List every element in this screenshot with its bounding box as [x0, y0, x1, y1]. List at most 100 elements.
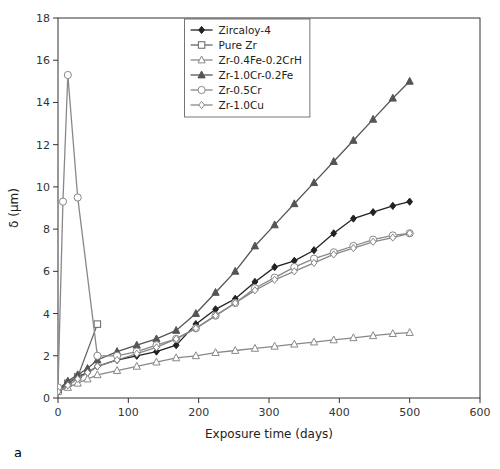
data-point: [173, 354, 180, 361]
y-tick: [53, 186, 58, 187]
x-tick: [128, 398, 129, 403]
data-point: [407, 230, 413, 237]
legend-marker: [198, 71, 205, 78]
data-point: [173, 335, 179, 342]
data-point: [173, 326, 180, 333]
data-point: [58, 388, 61, 395]
data-point: [331, 251, 337, 258]
data-point: [212, 312, 219, 319]
y-tick: [53, 398, 58, 399]
x-tick: [269, 398, 270, 403]
series-line: [58, 81, 410, 389]
data-point: [330, 158, 337, 165]
data-point: [192, 310, 199, 317]
data-point: [154, 344, 160, 351]
data-point: [291, 200, 298, 207]
data-point: [95, 363, 101, 370]
data-point: [406, 329, 413, 336]
data-point: [232, 299, 239, 306]
data-point: [406, 230, 413, 237]
data-point: [65, 382, 71, 389]
data-point: [330, 336, 337, 343]
legend-label: Zr-1.0Cr-0.2Fe: [219, 69, 294, 81]
y-tick: [53, 60, 58, 61]
chart: 0100200300400500600024681012141618Exposu…: [0, 0, 500, 469]
x-tick: [409, 398, 410, 403]
data-point: [153, 335, 160, 342]
data-point: [406, 77, 413, 84]
data-point: [390, 234, 396, 241]
y-tick: [53, 229, 58, 230]
data-point: [370, 209, 376, 216]
data-point: [311, 259, 317, 266]
data-point: [94, 352, 101, 359]
data-point: [390, 202, 396, 209]
data-point: [350, 136, 357, 143]
data-point: [232, 267, 239, 274]
legend-label: Zr-0.4Fe-0.2CrH: [219, 54, 302, 66]
data-point: [370, 238, 376, 245]
x-axis-label: Exposure time (days): [205, 427, 333, 441]
data-point: [85, 369, 91, 376]
y-tick-label: 10: [36, 181, 50, 194]
x-tick-label: 500: [399, 406, 420, 419]
legend-label: Zr-1.0Cu: [219, 99, 264, 111]
series-line: [58, 324, 97, 389]
y-tick: [53, 144, 58, 145]
y-tick-label: 0: [43, 392, 50, 405]
x-tick-label: 100: [118, 406, 139, 419]
data-point: [351, 245, 357, 252]
data-point: [271, 221, 278, 228]
legend: Zircaloy-4Pure ZrZr-0.4Fe-0.2CrHZr-1.0Cr…: [185, 19, 310, 117]
data-point: [153, 358, 160, 365]
y-axis-label: δ (μm): [7, 188, 21, 228]
data-point: [133, 341, 140, 348]
data-point: [213, 312, 219, 319]
data-point: [251, 344, 258, 351]
series-line: [58, 233, 410, 391]
data-point: [114, 356, 120, 363]
data-point: [310, 179, 317, 186]
y-tick-label: 8: [43, 223, 50, 236]
legend-label: Zr-0.5Cr: [219, 84, 263, 96]
y-tick-label: 4: [43, 308, 50, 321]
y-tick-label: 14: [36, 96, 50, 109]
data-point: [407, 198, 413, 205]
data-point: [94, 321, 100, 327]
data-point: [291, 268, 297, 275]
data-point: [94, 371, 101, 378]
data-point: [59, 198, 66, 205]
legend-box: [185, 19, 310, 117]
data-point: [272, 264, 278, 271]
data-point: [212, 288, 219, 295]
data-point: [193, 325, 199, 332]
series-line: [58, 202, 410, 392]
data-point: [272, 276, 278, 283]
data-point: [133, 362, 140, 369]
y-tick: [53, 18, 58, 19]
x-tick-label: 200: [188, 406, 209, 419]
data-point: [389, 94, 396, 101]
data-point: [331, 230, 337, 237]
y-tick: [53, 102, 58, 103]
data-point: [113, 367, 120, 374]
data-point: [192, 352, 199, 359]
data-point: [310, 338, 317, 345]
data-point: [351, 215, 357, 222]
y-tick-label: 12: [36, 139, 50, 152]
y-tick-label: 2: [43, 350, 50, 363]
data-point: [311, 247, 317, 254]
data-point: [173, 335, 180, 342]
data-point: [291, 340, 298, 347]
y-tick: [53, 355, 58, 356]
data-point: [389, 330, 396, 337]
data-point: [271, 342, 278, 349]
y-tick: [53, 271, 58, 272]
x-tick: [339, 398, 340, 403]
legend-marker: [198, 86, 205, 93]
data-point: [134, 350, 140, 357]
legend-marker: [199, 26, 205, 33]
data-point: [252, 287, 258, 294]
legend-marker: [198, 56, 205, 63]
x-tick-label: 400: [329, 406, 350, 419]
